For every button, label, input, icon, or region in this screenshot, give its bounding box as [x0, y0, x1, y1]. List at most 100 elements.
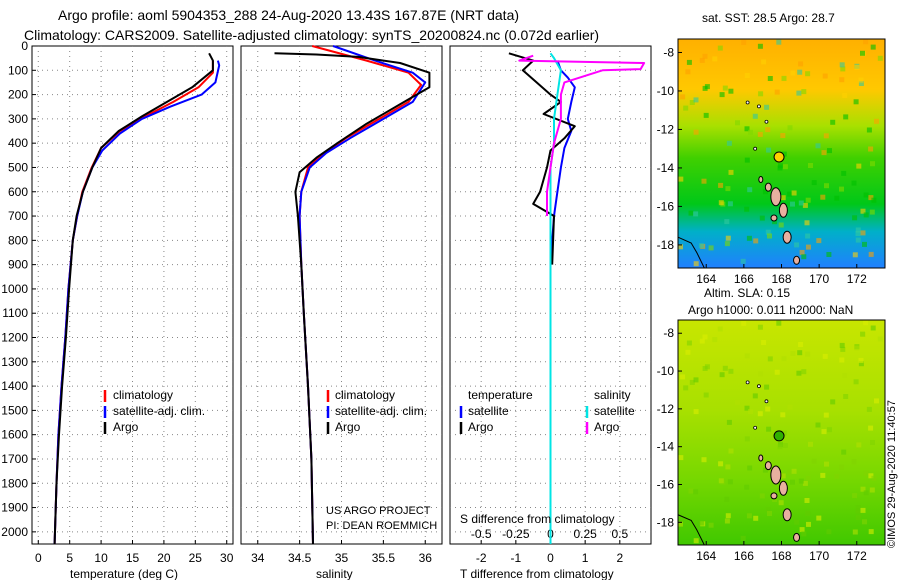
island-shape — [770, 465, 782, 485]
map-y-tick-label: -14 — [657, 161, 675, 175]
depth-tick-label: 800 — [8, 233, 28, 247]
map-pixel — [855, 505, 861, 511]
map-pixel — [798, 61, 804, 67]
islet-dot — [764, 119, 769, 124]
x-tick-label: 5 — [66, 551, 73, 565]
map-pixel — [870, 325, 876, 331]
map-pixel — [728, 88, 734, 94]
map-pixel — [834, 195, 840, 201]
map-pixel — [860, 486, 866, 492]
x-tick-label: 35 — [335, 551, 349, 565]
x-tick-label: 20 — [157, 551, 171, 565]
map-pixel — [781, 356, 787, 362]
map-pixel — [804, 498, 810, 503]
map-pixel — [688, 210, 694, 216]
map-pixel — [808, 163, 813, 168]
map-pixel — [765, 507, 771, 513]
map-pixel — [678, 455, 684, 461]
map-pixel — [772, 219, 778, 225]
map-pixel — [781, 430, 787, 436]
map-pixel — [777, 444, 783, 450]
map-pixel — [703, 392, 709, 398]
island-shape — [782, 508, 792, 522]
depth-axis: 0 100 200 300 400 500 600 700 800 900 1000 1100 1200… — [1, 39, 36, 539]
map-pixel — [797, 69, 803, 75]
map-pixel — [753, 238, 759, 244]
island-shape — [758, 454, 764, 462]
map-pixel — [815, 143, 821, 149]
s-tick-label: -0.25 — [502, 527, 530, 541]
x-tick-label: 1 — [582, 551, 589, 565]
legend-temperature-title: temperature — [468, 388, 533, 402]
map-pixel — [780, 473, 786, 479]
project-annotation: US ARGO PROJECT — [326, 505, 431, 517]
depth-tick-label: 100 — [8, 63, 28, 77]
map-pixel — [718, 461, 724, 467]
map-pixel — [744, 73, 750, 78]
islet-dot — [745, 380, 750, 385]
map-pixel — [678, 244, 683, 250]
map-pixel — [782, 164, 788, 170]
sst-map-axes: 164 166 168 170 172 -8 -10 -12 -14 -16 -18 — [657, 45, 867, 286]
map-pixel — [794, 519, 800, 525]
map-pixel — [693, 261, 699, 267]
map-pixel — [726, 140, 732, 146]
map-pixel — [821, 429, 827, 435]
map-pixel — [741, 320, 747, 326]
x-tick-label: 34 — [251, 551, 265, 565]
s-difference-label: S difference from climatology — [460, 512, 615, 526]
map-y-tick-label: -10 — [657, 364, 675, 378]
x-tick-label: 15 — [126, 551, 140, 565]
map-pixel — [801, 89, 807, 95]
map-pixel — [852, 252, 858, 258]
map-pixel — [860, 507, 866, 513]
map-pixel — [701, 178, 707, 184]
map-pixel — [747, 465, 753, 471]
map-pixel — [862, 241, 867, 247]
map-pixel — [827, 148, 832, 154]
x-tick-label: 2 — [616, 551, 623, 565]
sla-map-axes: 164 166 168 170 172 -8 -10 -12 -14 -16 -18 — [657, 326, 867, 563]
island-shape — [770, 492, 778, 500]
map-pixel — [757, 324, 763, 330]
islet-dot — [753, 425, 758, 430]
map-x-tick-label: 172 — [847, 549, 867, 563]
map-pixel — [851, 180, 857, 186]
temperature-legend: climatology satellite-adj. clim. Argo — [103, 388, 205, 434]
map-pixel — [790, 479, 795, 485]
map-pixel — [787, 469, 793, 475]
depth-tick-label: 700 — [8, 209, 28, 223]
map-pixel — [752, 393, 758, 399]
map-pixel — [765, 127, 771, 133]
map-x-tick-label: 170 — [809, 549, 829, 563]
depth-tick-label: 900 — [8, 258, 28, 272]
map-pixel — [799, 527, 805, 533]
map-x-tick-label: 164 — [696, 272, 716, 286]
legend-satellite-label: satellite-adj. clim. — [113, 404, 205, 418]
s-tick-label: 0.25 — [573, 527, 597, 541]
map-pixel — [823, 133, 829, 139]
map-pixel — [702, 366, 708, 371]
depth-tick-label: 0 — [21, 39, 28, 53]
map-pixel — [862, 519, 867, 525]
map-pixel — [866, 406, 872, 412]
map-pixel — [698, 243, 704, 249]
argo-position-marker — [773, 151, 785, 163]
difference-xlabel: T difference from climatology — [460, 567, 614, 580]
map-pixel — [839, 464, 844, 470]
map-pixel — [683, 385, 689, 391]
map-pixel — [790, 351, 796, 356]
map-pixel — [735, 399, 740, 405]
map-pixel — [728, 368, 734, 374]
map-pixel — [727, 201, 733, 207]
map-pixel — [744, 484, 750, 490]
map-pixel — [680, 374, 686, 380]
map-pixel — [869, 209, 875, 215]
map-pixel — [877, 336, 883, 342]
islet-dot — [745, 100, 750, 105]
map-pixel — [708, 245, 714, 251]
island-shape — [764, 461, 772, 471]
map-pixel — [685, 349, 691, 355]
map-pixel — [806, 244, 811, 250]
map-pixel — [772, 497, 778, 502]
